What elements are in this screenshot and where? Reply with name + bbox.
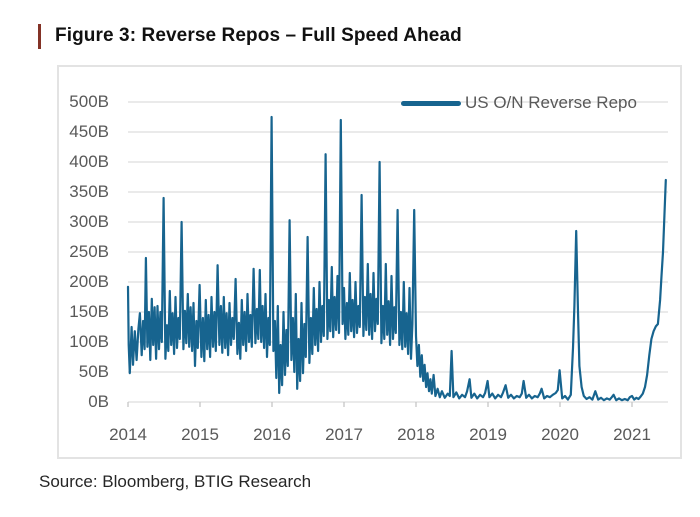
y-axis-label: 100B <box>69 332 109 351</box>
y-axis-label: 50B <box>78 362 109 381</box>
x-axis-label: 2018 <box>397 425 435 444</box>
figure-title: Figure 3: Reverse Repos – Full Speed Ahe… <box>55 25 462 46</box>
source-text: Source: Bloomberg, BTIG Research <box>39 472 312 491</box>
x-axis-label: 2014 <box>109 425 147 444</box>
x-axis-label: 2019 <box>469 425 507 444</box>
x-axis-label: 2016 <box>253 425 291 444</box>
legend-label: US O/N Reverse Repo <box>465 93 637 112</box>
y-axis-label: 0B <box>88 392 109 411</box>
legend: US O/N Reverse Repo <box>401 92 637 114</box>
x-axis-label: 2020 <box>541 425 579 444</box>
y-axis-label: 200B <box>69 272 109 291</box>
figure-accent-bar <box>38 24 41 49</box>
y-axis-label: 450B <box>69 122 109 141</box>
y-axis-label: 350B <box>69 182 109 201</box>
y-axis-label: 300B <box>69 212 109 231</box>
y-axis-label: 400B <box>69 152 109 171</box>
x-axis-label: 2021 <box>613 425 651 444</box>
x-axis-label: 2017 <box>325 425 363 444</box>
data-line <box>126 115 667 402</box>
y-axis-label: 150B <box>69 302 109 321</box>
legend-line-swatch <box>401 100 461 106</box>
y-axis-label: 250B <box>69 242 109 261</box>
x-axis-label: 2015 <box>181 425 219 444</box>
y-axis-label: 500B <box>69 92 109 111</box>
